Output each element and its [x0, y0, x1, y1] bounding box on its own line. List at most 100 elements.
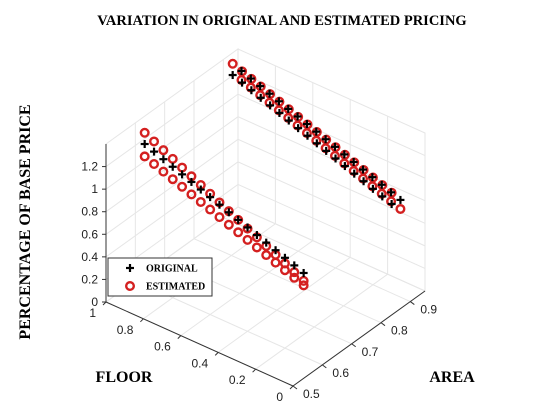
original-point: [368, 173, 377, 182]
original-point: [350, 169, 359, 178]
estimated-point: [186, 189, 197, 200]
x-tick-label: 0.2: [229, 373, 246, 387]
original-point: [247, 86, 256, 95]
original-point: [206, 193, 215, 202]
estimated-point: [279, 265, 290, 276]
original-point: [294, 124, 303, 133]
estimated-point: [139, 127, 150, 138]
original-point: [349, 157, 358, 166]
x-axis-line: [105, 301, 294, 387]
x-tick-label: 0.8: [117, 323, 134, 337]
x-gridline: [255, 116, 389, 370]
data-points: [139, 58, 406, 291]
y-tick: [380, 322, 386, 327]
estimated-point: [167, 153, 178, 164]
x-tick: [289, 385, 294, 390]
estimated-point: [227, 58, 238, 69]
legend-label-estimated: ESTIMATED: [146, 282, 205, 293]
z-tick-label: 1.2: [81, 160, 98, 174]
x-axis-label: FLOOR: [96, 369, 153, 386]
original-point: [359, 177, 368, 186]
estimated-point: [214, 212, 225, 223]
original-point: [321, 135, 330, 144]
original-point: [224, 208, 233, 217]
estimated-point: [195, 196, 206, 207]
y-tick-label: 0.8: [391, 324, 408, 338]
y-tick-label: 0.5: [303, 387, 320, 401]
estimated-point: [233, 227, 244, 238]
legend-label-original: ORIGINAL: [146, 264, 198, 275]
estimated-point: [395, 203, 406, 214]
original-point: [359, 165, 368, 174]
original-point: [178, 170, 187, 179]
original-point: [196, 185, 205, 194]
chart-title: VARIATION IN ORIGINAL AND ESTIMATED PRIC…: [97, 13, 466, 29]
original-point: [368, 184, 377, 193]
original-point: [331, 154, 340, 163]
x-tick-label: 1: [89, 306, 96, 320]
estimated-point: [261, 250, 272, 261]
original-point: [377, 180, 386, 189]
original-point: [275, 108, 284, 117]
original-point: [140, 140, 149, 149]
estimated-point: [149, 159, 160, 170]
y-tick-label: 0.7: [362, 345, 379, 359]
axes: [102, 144, 426, 390]
x-gridline: [180, 82, 314, 337]
original-point: [290, 261, 299, 270]
y-tick-label: 0.6: [332, 366, 349, 380]
estimated-point: [177, 162, 188, 173]
original-point: [256, 82, 265, 91]
original-point: [266, 101, 275, 110]
legend-marker-estimated: [124, 281, 135, 292]
original-point: [265, 89, 274, 98]
estimated-point: [223, 219, 234, 230]
estimated-point: [289, 272, 300, 283]
original-point: [274, 97, 283, 106]
y-tick: [351, 343, 356, 348]
x-gridline: [217, 99, 351, 353]
y-tick: [292, 385, 298, 390]
original-point: [284, 116, 293, 125]
original-point: [150, 147, 159, 156]
tick-labels: 0 0.2 0.4 0.6 0.8 1 0.5 0.6 0.7 0.8 0.9 0 0.2 0.4 0.6 0…: [81, 160, 437, 404]
original-point: [340, 162, 349, 171]
grid: [105, 48, 426, 387]
back-wall-area: [237, 48, 426, 292]
x-tick-label: 0.4: [192, 356, 209, 370]
original-point: [215, 200, 224, 209]
estimated-point: [167, 174, 178, 185]
x-tick: [252, 368, 256, 373]
x-tick: [140, 318, 144, 323]
y-axis-label: AREA: [429, 369, 475, 386]
original-point: [262, 238, 271, 247]
estimated-point: [251, 242, 262, 253]
legend-box: [107, 257, 213, 297]
original-point: [246, 74, 255, 83]
original-point: [322, 146, 331, 155]
estimated-point: [149, 136, 160, 147]
original-point: [234, 215, 243, 224]
original-point: [159, 155, 168, 164]
original-point: [387, 199, 396, 208]
estimated-point: [158, 166, 169, 177]
original-point: [330, 142, 339, 151]
z-tick-label: 0.6: [81, 227, 98, 241]
original-point: [387, 188, 396, 197]
estimated-point: [177, 181, 188, 192]
original-point: [302, 120, 311, 129]
estimated-point: [139, 151, 150, 162]
original-point: [237, 66, 246, 75]
z-tick-label: 0.4: [81, 250, 98, 264]
x-tick: [214, 352, 219, 356]
original-point: [228, 71, 237, 80]
y-tick: [410, 301, 415, 305]
x-tick: [177, 335, 182, 339]
x-tick-label: 0.6: [154, 340, 171, 354]
original-point: [187, 177, 196, 186]
y-gridline: [193, 80, 382, 324]
original-point: [238, 78, 247, 87]
estimated-point: [205, 204, 216, 215]
original-point: [312, 139, 321, 148]
